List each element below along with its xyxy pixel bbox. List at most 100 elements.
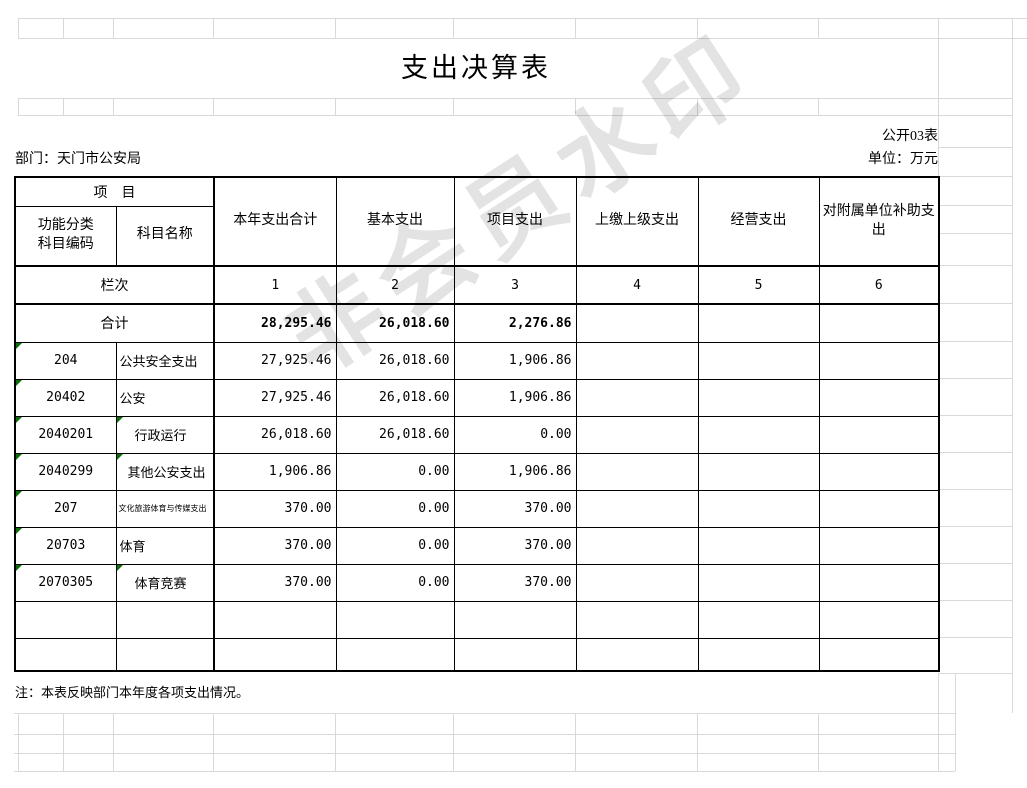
header-col-total: 本年支出合计 [213,176,337,267]
value-cell [818,452,940,491]
grid-line [938,415,1012,416]
value-cell [575,563,699,602]
grid-line [955,713,956,771]
rank-3: 3 [453,265,577,305]
grid-line [938,600,1012,601]
grid-line [938,38,939,98]
code-cell: 2040299 [14,452,117,491]
grid-line [938,452,1012,453]
name-cell [115,600,215,639]
grid-line [938,489,1012,490]
value-cell [818,415,940,454]
table-row [14,600,940,639]
grid-line [1012,98,1013,115]
header-code-line1: 功能分类 [37,217,94,233]
value-cell [697,415,820,454]
grid-line [1012,18,1013,38]
value-cell [697,489,820,528]
grid-line [335,18,336,38]
grid-line [938,563,1012,564]
value-cell: 370.00 [453,526,577,565]
value-cell [575,452,699,491]
value-cell [697,341,820,380]
grid-line [335,98,336,115]
department-label: 部门：天门市公安局 [15,152,141,167]
value-cell [818,341,940,380]
value-cell [697,600,820,639]
total-value [575,303,699,343]
rank-5: 5 [697,265,820,305]
value-cell [575,637,699,672]
grid-line [575,98,576,115]
grid-line [938,18,939,38]
grid-line [14,713,955,714]
form-code-label: 公开03表 [882,129,938,144]
code-cell: 2070305 [14,563,117,602]
table-row: 2040201 行政运行 26,018.60 26,018.60 0.00 [14,415,940,454]
grid-line [14,753,955,754]
grid-line [63,713,64,771]
value-cell [575,526,699,565]
grid-line [697,713,698,771]
total-value: 26,018.60 [335,303,455,343]
rank-1: 1 [213,265,337,305]
header-col-basic: 基本支出 [335,176,455,267]
value-cell [575,415,699,454]
name-cell: 公共安全支出 [115,341,215,380]
grid-line [575,18,576,38]
value-cell: 27,925.46 [213,378,337,417]
rank-4: 4 [575,265,699,305]
value-cell: 1,906.86 [453,452,577,491]
grid-line [18,18,19,38]
header-col-upturn: 上缴上级支出 [575,176,699,267]
unit-label: 单位：万元 [868,152,938,167]
rank-label: 栏次 [14,265,215,305]
grid-line [1012,38,1013,98]
value-cell: 370.00 [453,563,577,602]
table-row: 2040299 其他公安支出 1,906.86 0.00 1,906.86 [14,452,940,491]
name-cell: 体育 [115,526,215,565]
total-value [697,303,820,343]
header-name: 科目名称 [115,205,215,267]
value-cell [697,378,820,417]
grid-line [697,18,698,38]
grid-line [113,98,114,115]
value-cell [213,637,337,672]
value-cell: 1,906.86 [213,452,337,491]
code-cell: 2040201 [14,415,117,454]
grid-line [697,98,698,115]
value-cell: 370.00 [453,489,577,528]
value-cell [335,600,455,639]
value-cell: 370.00 [213,489,337,528]
grid-line [938,673,1012,674]
grid-line [453,98,454,115]
code-cell: 20402 [14,378,117,417]
grid-line [18,713,19,771]
table-note: 注：本表反映部门本年度各项支出情况。 [15,685,250,700]
value-cell [575,489,699,528]
value-cell [818,489,940,528]
total-value: 2,276.86 [453,303,577,343]
table-row: 204 公共安全支出 27,925.46 26,018.60 1,906.86 [14,341,940,380]
name-cell: 公安 [115,378,215,417]
header-col-project: 项目支出 [453,176,577,267]
grid-line [18,18,1027,19]
grid-line [113,713,114,771]
header-code-line2: 科目编码 [37,236,94,252]
total-value [818,303,940,343]
grid-line [113,18,114,38]
header-item-group: 项 目 [14,176,215,207]
value-cell [575,341,699,380]
total-value: 28,295.46 [213,303,337,343]
value-cell [575,600,699,639]
value-cell [818,526,940,565]
grid-line [1012,115,1013,713]
rank-2: 2 [335,265,455,305]
grid-line [18,115,1012,116]
value-cell: 26,018.60 [335,378,455,417]
grid-line [938,637,1012,638]
grid-line [938,673,939,713]
grid-line [938,265,1012,266]
code-cell: 20703 [14,526,117,565]
